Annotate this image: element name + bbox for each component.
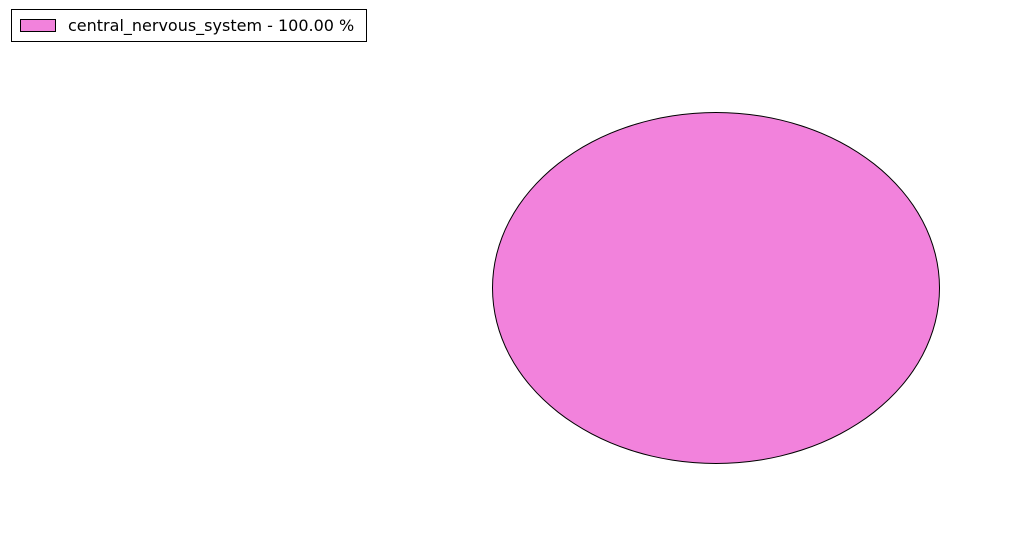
legend-swatch — [20, 19, 56, 32]
pie-slice-0 — [492, 112, 940, 464]
legend: central_nervous_system - 100.00 % — [11, 9, 367, 42]
chart-canvas: central_nervous_system - 100.00 % — [0, 0, 1036, 538]
legend-label: central_nervous_system - 100.00 % — [68, 16, 354, 35]
pie-chart — [492, 112, 940, 464]
